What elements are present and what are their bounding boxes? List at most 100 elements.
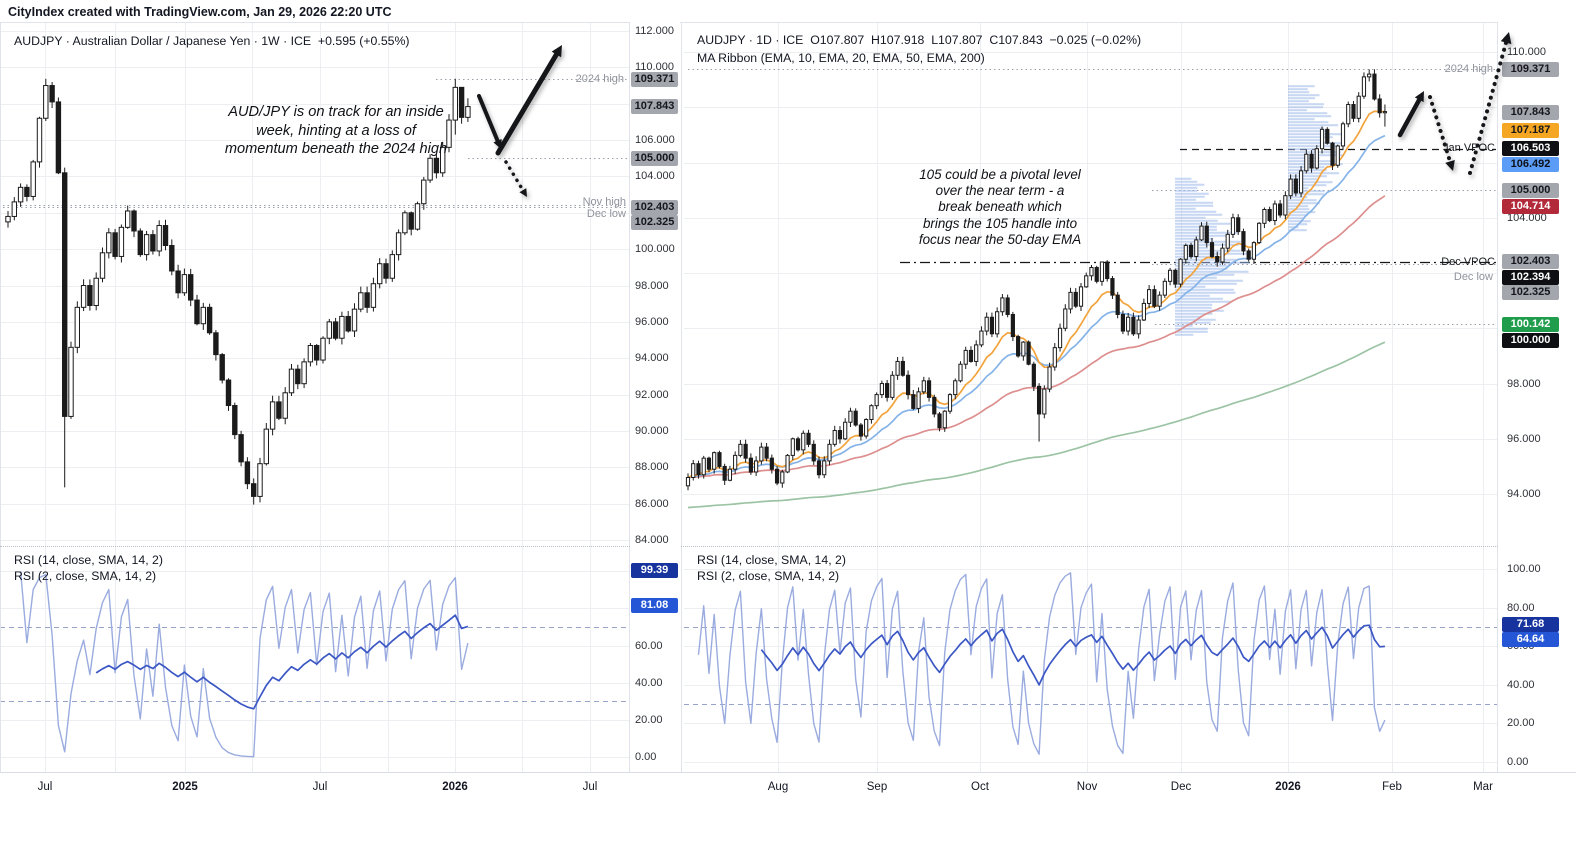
price-axis-tick: 96.000	[635, 315, 669, 328]
price-badge: 107.843	[1502, 104, 1559, 120]
price-axis-tick: 84.000	[635, 534, 669, 547]
price-badge: 102.403	[1502, 253, 1559, 269]
price-axis-tick: 110.000	[1507, 46, 1546, 58]
rsi-axis-tick: 40.00	[1507, 678, 1535, 691]
price-axis-tick: 94.000	[635, 352, 669, 365]
price-badge: 102.403	[631, 199, 678, 215]
rsi-badge: 64.64	[1502, 631, 1559, 647]
price-badge: 100.142	[1502, 316, 1559, 332]
price-axis-tick: 92.000	[635, 388, 669, 401]
chart-label: Dec VPOC	[1441, 256, 1495, 268]
weekly-price-axis[interactable]: 112.000 110.000 106.000 104.000 100.000 98.00…	[630, 22, 680, 772]
time-axis-label: Mar	[1473, 781, 1493, 793]
price-badge: 109.371	[631, 71, 678, 87]
rsi-axis-tick: 20.00	[1507, 717, 1535, 730]
price-badge: 109.371	[1502, 61, 1559, 77]
chart-top-border	[0, 22, 1576, 23]
price-axis-tick: 94.000	[1507, 488, 1541, 501]
weekly-price-pane[interactable]	[0, 22, 630, 546]
annotation-line: momentum beneath the 2024 high	[224, 141, 448, 158]
annotation-weekly: AUD/JPY is on track for an inside week, h…	[210, 103, 462, 159]
price-axis-tick: 98.000	[1507, 377, 1541, 390]
price-axis-tick: 112.000	[635, 25, 674, 37]
annotation-line: over the near term - a	[935, 183, 1065, 199]
price-badge: 105.000	[1502, 182, 1559, 198]
chart-label: 2024 high	[575, 73, 624, 85]
left-border	[0, 22, 1, 800]
chart-label: Dec low	[586, 208, 626, 220]
time-axis-label: Jul	[582, 781, 598, 793]
annotation-line: focus near the 50-day EMA	[918, 231, 1082, 247]
time-axis-label: Jul	[312, 781, 328, 793]
legend-daily-rsi2[interactable]: RSI (2, close, SMA, 14, 2)	[697, 569, 840, 583]
price-badge: 102.394	[1502, 269, 1559, 285]
daily-axis-separator	[1497, 22, 1498, 800]
time-axis-label: Aug	[767, 781, 789, 793]
rsi-axis-tick: 20.00	[635, 713, 663, 726]
annotation-line: week, hinting at a loss of	[256, 122, 416, 139]
price-axis-tick: 104.000	[1507, 211, 1547, 224]
rsi-badge: 99.39	[631, 562, 678, 578]
legend-ma-ribbon[interactable]: MA Ribbon (EMA, 10, EMA, 20, EMA, 50, EM…	[697, 51, 985, 65]
time-axis-label: Oct	[971, 781, 989, 793]
daily-price-pane[interactable]	[684, 22, 1498, 546]
chart-label: Dec low	[1453, 271, 1493, 283]
time-axis-label: 2025	[172, 781, 198, 793]
panel-divider	[681, 22, 682, 800]
rsi-badge: 81.08	[631, 597, 678, 613]
price-axis-tick: 104.000	[635, 170, 675, 183]
price-badge: 102.325	[631, 214, 678, 230]
time-axis-label: 2026	[442, 781, 468, 793]
rsi-axis-tick: 60.00	[635, 639, 663, 652]
pane-separator	[0, 546, 1576, 547]
time-axis-label: 2026	[1275, 781, 1301, 793]
annotation-line: AUD/JPY is on track for an inside	[228, 104, 444, 120]
legend-daily-symbol[interactable]: AUDJPY · 1D · ICE O107.807 H107.918 L107…	[697, 33, 1142, 47]
price-badge: 100.000	[1502, 332, 1559, 348]
price-axis-tick: 86.000	[635, 497, 669, 510]
price-axis-tick: 100.000	[635, 243, 675, 256]
price-badge: 102.325	[1502, 284, 1559, 300]
annotation-line: break beneath which	[938, 199, 1062, 215]
price-axis-tick: 90.000	[635, 424, 669, 437]
chart-label: Jan VPOC	[1443, 142, 1495, 154]
footer: TradingView	[0, 801, 1576, 864]
rsi-axis-tick: 0.00	[635, 751, 657, 763]
rsi-axis-tick: 80.00	[1507, 601, 1535, 614]
annotation-daily: 105 could be a pivotal level over the nea…	[878, 167, 1122, 248]
legend-weekly-rsi14[interactable]: RSI (14, close, SMA, 14, 2)	[14, 553, 163, 567]
time-axis-label: Dec	[1170, 781, 1192, 793]
price-axis-tick: 96.000	[1507, 432, 1541, 445]
daily-rsi-pane[interactable]	[684, 546, 1498, 772]
weekly-rsi-pane[interactable]	[0, 546, 630, 772]
time-axis[interactable]: Jul 2025 Jul 2026 Jul Aug Sep Oct Nov Dec 2026 Feb M…	[0, 772, 1576, 801]
annotation-line: 105 could be a pivotal level	[919, 167, 1081, 182]
time-axis-label: Sep	[866, 781, 888, 793]
legend-daily-rsi14[interactable]: RSI (14, close, SMA, 14, 2)	[697, 553, 846, 567]
price-badge: 107.187	[1502, 122, 1559, 138]
rsi-badge: 71.68	[1502, 616, 1559, 632]
price-axis-tick: 88.000	[635, 461, 669, 474]
price-badge: 105.000	[631, 150, 678, 166]
weekly-axis-separator	[629, 22, 630, 800]
price-axis-tick: 98.000	[635, 279, 669, 292]
legend-weekly-rsi2[interactable]: RSI (2, close, SMA, 14, 2)	[14, 569, 157, 583]
legend-weekly-symbol[interactable]: AUDJPY · Australian Dollar / Japanese Ye…	[14, 34, 410, 48]
rsi-axis-tick: 40.00	[635, 676, 663, 689]
annotation-line: brings the 105 handle into	[922, 215, 1078, 231]
price-axis-tick: 106.000	[635, 134, 675, 147]
price-badge: 106.503	[1502, 140, 1559, 156]
header-attribution: CityIndex created with TradingView.com, …	[8, 5, 392, 19]
chart-label: Nov high	[582, 196, 626, 208]
daily-price-axis[interactable]: 110.000 104.000 98.000 96.000 94.000 100.00 80…	[1498, 22, 1576, 772]
time-axis-label: Feb	[1382, 781, 1402, 793]
time-axis-label: Nov	[1076, 781, 1098, 793]
price-badge: 107.843	[631, 98, 678, 114]
time-axis-label: Jul	[37, 781, 53, 793]
price-badge: 106.492	[1502, 156, 1559, 172]
rsi-axis-tick: 100.00	[1507, 563, 1541, 575]
price-axis-tick: 110.000	[635, 61, 674, 74]
price-badge: 104.714	[1502, 198, 1559, 214]
rsi-axis-tick: 0.00	[1507, 756, 1529, 768]
